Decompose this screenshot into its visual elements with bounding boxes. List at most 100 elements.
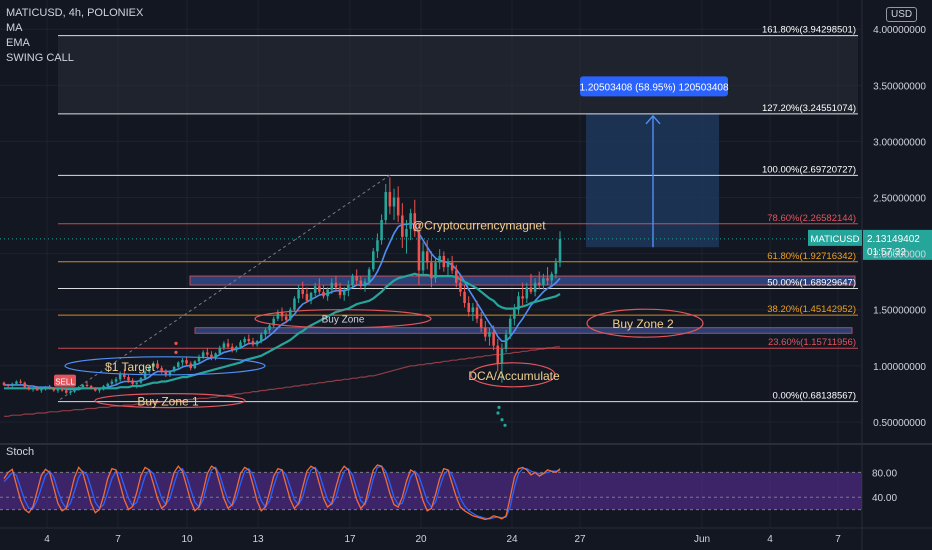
candle-body	[214, 353, 217, 358]
indicator-ma-label[interactable]: MA	[6, 22, 23, 34]
measure-arrowhead	[645, 114, 661, 125]
candle-body	[60, 389, 64, 391]
candle-body	[293, 298, 296, 310]
candle-body	[363, 281, 367, 287]
candle-body	[450, 262, 454, 271]
candle-body	[114, 379, 118, 382]
candle-body	[64, 390, 68, 393]
price-tag-value: 2.13149402	[867, 234, 920, 245]
annotation-buy-zone-2: Buy Zone 2	[612, 317, 674, 331]
candle-body	[517, 296, 520, 310]
candle-body	[164, 371, 168, 375]
time-tick-label: 24	[506, 534, 518, 545]
candle-body	[243, 338, 246, 343]
time-tick-label: 17	[344, 534, 356, 545]
price-tag-symbol: MATICUSD	[811, 234, 860, 245]
price-tick-label: 1.00000000	[873, 362, 926, 373]
candle-body	[492, 332, 495, 346]
candle-body	[280, 311, 284, 317]
candle-body	[421, 251, 425, 271]
candle-body	[338, 287, 342, 296]
candle-body	[102, 386, 105, 390]
candle-body	[40, 389, 43, 391]
candle-body	[355, 276, 358, 281]
candle-body	[367, 269, 371, 282]
indicator-swing-call-label[interactable]: SWING CALL	[6, 52, 74, 64]
candle-body	[48, 387, 51, 389]
fib-label: 50.00%(1.68929647)	[767, 277, 856, 288]
price-tick-label: 4.00000000	[873, 25, 926, 36]
sell-badge	[54, 374, 76, 387]
candle-body	[31, 388, 35, 390]
candle-body	[201, 352, 205, 357]
swing-dot	[496, 411, 500, 415]
candles	[2, 177, 562, 396]
candle-body	[272, 318, 275, 326]
swing-dot	[503, 423, 507, 427]
candle-body	[185, 360, 188, 364]
candle-body	[454, 270, 458, 283]
candle-body	[413, 213, 417, 232]
stoch-indicator-label[interactable]: Stoch	[6, 446, 35, 458]
candle-body	[247, 338, 251, 342]
candle-body	[230, 346, 234, 351]
fib-label: 161.80%(3.94298501)	[762, 25, 856, 36]
candle-body	[459, 282, 462, 292]
candle-body	[77, 387, 80, 390]
price-tick-label: 0.50000000	[873, 418, 926, 429]
chart-legend: MATICUSD, 4h, POLONIEX MA EMA SWING CALL	[6, 6, 143, 66]
symbol-title[interactable]: MATICUSD, 4h, POLONIEX	[6, 7, 144, 19]
time-tick-label: 7	[115, 534, 121, 545]
candle-body	[488, 332, 491, 337]
swing-dot	[500, 418, 504, 422]
candle-body	[160, 368, 163, 372]
candle-body	[193, 361, 197, 369]
candle-body	[123, 373, 126, 378]
candle-body	[268, 325, 271, 330]
candle-body	[401, 215, 404, 237]
candle-body	[384, 191, 388, 220]
buy-zone-2-ellipse	[586, 308, 704, 338]
annotation-sell: SELL	[55, 378, 75, 387]
candle-body	[396, 197, 400, 216]
candle-body	[504, 334, 508, 350]
time-axis[interactable]: 4 7 10 13 17 20 24 27 Jun 4 7	[44, 534, 841, 545]
candle-body	[139, 378, 143, 383]
stoch-pane: 80.00 40.00	[0, 464, 897, 521]
annotation-buy-zone-1: Buy Zone 1	[137, 395, 199, 409]
candle-body	[537, 282, 541, 286]
price-tick-label: 3.00000000	[873, 137, 926, 148]
candle-body	[301, 289, 305, 295]
time-tick-label: 27	[574, 534, 586, 545]
candle-body	[471, 307, 475, 312]
measure-label: 1.20503408 (58.95%) 120503408	[579, 82, 728, 93]
candle-body	[181, 360, 184, 363]
candle-body	[513, 309, 516, 319]
candle-body	[467, 303, 470, 312]
price-tick-label: 1.50000000	[873, 306, 926, 317]
candle-body	[255, 341, 259, 345]
candle-body	[305, 294, 309, 301]
candle-body	[322, 291, 325, 297]
time-tick-label: 7	[835, 534, 841, 545]
indicator-ema-label[interactable]: EMA	[6, 37, 30, 49]
candle-body	[176, 362, 180, 367]
candle-body	[259, 334, 263, 342]
candle-body	[127, 377, 130, 381]
candle-body	[359, 280, 363, 287]
candle-body	[56, 389, 60, 391]
price-axis[interactable]: 4.00000000 3.50000000 3.00000000 2.50000000…	[873, 25, 926, 429]
currency-badge[interactable]: USD	[886, 7, 918, 22]
buy-zone-ellipse	[254, 309, 432, 329]
fib-label: 61.80%(1.92716342)	[767, 251, 856, 262]
swing-dot	[497, 405, 501, 409]
fib-levels: 161.80%(3.94298501) 127.20%(3.24551074) 10…	[58, 25, 858, 403]
candle-body	[558, 239, 562, 263]
candle-body	[525, 287, 529, 299]
stoch-level-label: 40.00	[872, 493, 897, 504]
price-tick-label: 2.00000000	[873, 250, 926, 261]
candle-body	[326, 289, 329, 297]
candle-body	[289, 309, 292, 320]
candle-body	[52, 388, 56, 391]
